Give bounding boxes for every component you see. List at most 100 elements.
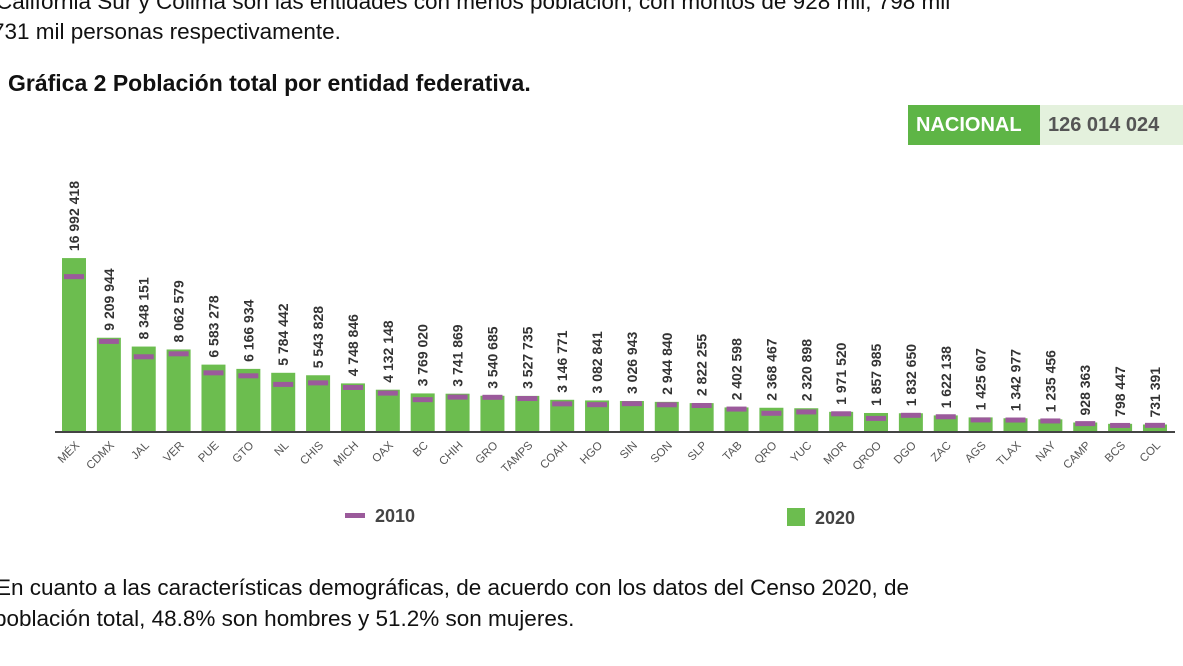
data-label: 2 944 840 — [659, 332, 675, 394]
nacional-value: 126 014 024 — [1040, 105, 1183, 145]
bar-2020 — [1142, 424, 1167, 432]
marker-2010 — [377, 390, 398, 396]
marker-2010 — [517, 396, 538, 402]
marker-2010 — [621, 401, 642, 407]
category-label: VER — [162, 440, 187, 465]
data-label: 1 342 977 — [1007, 349, 1023, 411]
marker-2010 — [587, 402, 608, 408]
marker-2010 — [691, 402, 712, 408]
category-label: CHIS — [298, 439, 326, 467]
category-label: CDMX — [85, 439, 118, 472]
marker-2010 — [831, 411, 852, 417]
marker-2010 — [1144, 422, 1165, 428]
marker-2010 — [761, 410, 782, 416]
marker-2010 — [308, 380, 329, 386]
category-label: JAL — [129, 439, 152, 462]
category-label: SON — [649, 440, 675, 466]
category-label: COL — [1138, 439, 1164, 465]
population-bar-chart: 16 992 418 MÉX 9 209 944 CDMX 8 348 151 JAL 8 … — [55, 181, 1175, 528]
category-label: BCS — [1103, 439, 1128, 464]
marker-2010 — [342, 384, 363, 390]
bar-2020 — [480, 395, 505, 432]
category-label: NAY — [1034, 439, 1059, 464]
category-label: ZAC — [929, 440, 954, 465]
bar-2020 — [515, 395, 540, 432]
data-label: 3 026 943 — [624, 332, 640, 394]
bar-2020 — [898, 413, 923, 432]
marker-2010 — [447, 394, 468, 400]
data-label: 731 391 — [1147, 367, 1163, 418]
data-label: 3 527 735 — [519, 326, 535, 388]
marker-2010 — [796, 409, 817, 415]
marker-2010 — [1005, 417, 1026, 423]
bar-2020 — [236, 368, 261, 432]
data-label: 3 741 869 — [450, 324, 466, 386]
category-label: MÉX — [55, 439, 82, 466]
nacional-label: NACIONAL — [908, 105, 1040, 145]
outro-paragraph-line1: En cuanto a las características demográf… — [0, 575, 910, 600]
data-label: 2 822 255 — [694, 334, 710, 396]
category-label: QROO — [851, 440, 884, 473]
data-label: 5 543 828 — [310, 306, 326, 368]
data-label: 6 583 278 — [205, 295, 221, 357]
category-label: BC — [411, 440, 431, 460]
marker-2010 — [98, 338, 119, 344]
legend-2010-marker — [345, 513, 365, 518]
intro-paragraph-line1: California Sur y Colima son las entidade… — [0, 0, 951, 14]
bar-2020 — [201, 364, 226, 432]
category-label: GRO — [474, 440, 501, 467]
bar-2020 — [340, 383, 365, 432]
legend-2010-label: 2010 — [375, 506, 415, 526]
marker-2010 — [1040, 418, 1061, 424]
category-label: PUE — [196, 439, 221, 464]
data-label: 5 784 442 — [275, 303, 291, 365]
data-label: 928 363 — [1077, 365, 1093, 416]
bar-2020 — [829, 411, 854, 432]
marker-2010 — [1075, 421, 1096, 427]
bar-2020 — [1073, 422, 1098, 432]
data-label: 1 235 456 — [1042, 350, 1058, 412]
marker-2010 — [900, 412, 921, 418]
intro-paragraph-line2: 731 mil personas respectivamente. — [0, 19, 341, 44]
marker-2010 — [203, 370, 224, 376]
category-label: TAMPS — [500, 439, 536, 475]
marker-2010 — [656, 402, 677, 408]
data-label: 2 320 898 — [798, 339, 814, 401]
category-label: MOR — [822, 440, 849, 467]
data-label: 2 402 598 — [729, 338, 745, 400]
data-label: 4 748 846 — [345, 314, 361, 376]
data-label: 1 425 607 — [973, 348, 989, 410]
legend-2020-swatch — [787, 508, 805, 526]
data-label: 3 769 020 — [415, 324, 431, 386]
marker-2010 — [168, 351, 189, 357]
category-label: DGO — [892, 440, 919, 467]
category-label: YUC — [789, 440, 815, 466]
data-label: 16 992 418 — [66, 181, 82, 251]
category-label: QRO — [753, 440, 780, 467]
category-label: CHIH — [437, 440, 465, 468]
data-label: 3 540 685 — [484, 326, 500, 388]
category-label: GTO — [231, 440, 257, 466]
category-label: NL — [272, 439, 291, 458]
category-label: TLAX — [995, 439, 1024, 468]
marker-2010 — [970, 417, 991, 423]
data-label: 798 447 — [1112, 366, 1128, 417]
data-label: 1 857 985 — [868, 343, 884, 405]
legend-2020-label: 2020 — [815, 508, 855, 528]
marker-2010 — [238, 373, 259, 379]
data-label: 6 166 934 — [240, 299, 256, 361]
category-label: OAX — [370, 439, 396, 465]
bar-2020 — [445, 393, 470, 432]
bar-2020 — [166, 349, 191, 432]
category-label: SIN — [618, 440, 640, 462]
data-label: 1 971 520 — [833, 342, 849, 404]
data-label: 3 146 771 — [554, 330, 570, 392]
category-label: SLP — [686, 439, 710, 463]
category-label: HGO — [578, 440, 605, 467]
marker-2010 — [866, 415, 887, 421]
data-label: 8 348 151 — [136, 277, 152, 339]
legend: 2010 2020 — [345, 506, 855, 528]
data-label: 1 622 138 — [938, 346, 954, 408]
bar-2020 — [62, 258, 86, 432]
bar-2020 — [271, 372, 296, 432]
